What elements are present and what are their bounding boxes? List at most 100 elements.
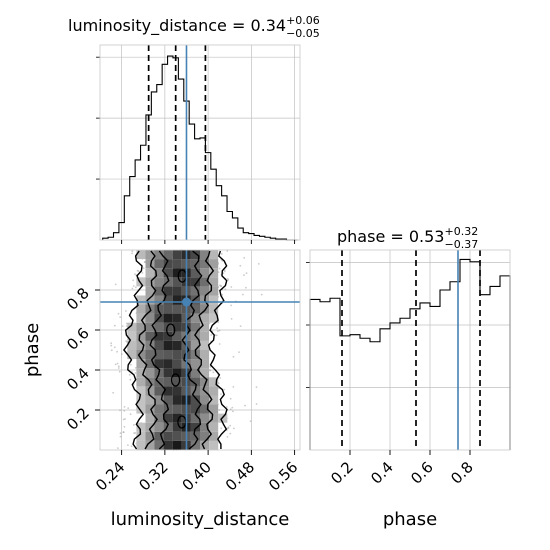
scatter-point <box>113 346 116 349</box>
scatter-point <box>114 363 117 366</box>
density-cell <box>190 359 200 369</box>
scatter-point <box>120 353 123 355</box>
density-cell <box>145 404 155 414</box>
x-tick-label: 0.4 <box>367 458 397 488</box>
scatter-point <box>245 272 248 274</box>
scatter-point <box>142 267 145 270</box>
density-cell <box>154 304 164 314</box>
density-cell <box>163 295 173 305</box>
scatter-point <box>231 406 234 409</box>
density-cell <box>136 277 146 287</box>
scatter-point <box>118 370 121 373</box>
density-cell <box>200 304 210 314</box>
density-cell <box>172 268 182 278</box>
density-cell <box>209 286 219 296</box>
density-cell <box>200 286 210 296</box>
scatter-point <box>245 286 247 289</box>
density-cell <box>127 340 137 350</box>
density-cell <box>145 250 155 260</box>
scatter-point <box>112 391 115 394</box>
density-cell <box>209 277 219 287</box>
density-cell <box>154 322 164 332</box>
scatter-point <box>255 386 258 388</box>
density-cell <box>209 268 219 278</box>
scatter-point <box>232 355 235 358</box>
density-cell <box>190 313 200 323</box>
y-tick-label: 0.8 <box>63 284 93 314</box>
scatter-point <box>122 418 125 421</box>
scatter-point <box>229 432 232 435</box>
density-cell <box>209 304 219 314</box>
density-cell <box>127 331 137 341</box>
density-cell <box>209 395 219 405</box>
scatter-point <box>132 285 135 287</box>
density-cell <box>136 422 146 432</box>
density-cell <box>163 359 173 369</box>
density-cell <box>200 340 210 350</box>
density-cell <box>163 340 173 350</box>
density-cell <box>154 413 164 423</box>
density-cell <box>154 404 164 414</box>
density-cell <box>200 377 210 387</box>
density-cell <box>145 277 155 287</box>
scatter-point <box>125 325 128 327</box>
density-cell <box>163 395 173 405</box>
density-cell <box>136 386 146 396</box>
scatter-point <box>220 427 223 430</box>
density-cell <box>200 422 210 432</box>
scatter-point <box>226 436 229 438</box>
scatter-point <box>223 388 226 391</box>
density-cell <box>163 322 173 332</box>
panel-joint-luminosity-distance-phase <box>99 249 301 451</box>
density-cell <box>190 340 200 350</box>
density-cell <box>209 404 219 414</box>
density-cell <box>190 368 200 378</box>
density-cell <box>145 395 155 405</box>
density-cell <box>154 340 164 350</box>
scatter-point <box>232 386 235 388</box>
density-cell <box>154 295 164 305</box>
density-cell <box>145 286 155 296</box>
density-cell <box>163 386 173 396</box>
hist1-title: luminosity_distance = 0.34+0.06 −0.05 <box>68 14 320 40</box>
density-cell <box>154 422 164 432</box>
density-cell <box>200 331 210 341</box>
panel-hist-luminosity-distance <box>99 44 301 241</box>
density-cell <box>163 431 173 441</box>
density-cell <box>209 295 219 305</box>
x-tick-label: 0.2 <box>327 458 357 488</box>
scatter-point <box>230 318 233 320</box>
scatter-point <box>227 279 230 281</box>
density-cell <box>172 295 182 305</box>
density-cell <box>200 313 210 323</box>
density-cell <box>136 313 146 323</box>
density-cell <box>136 377 146 387</box>
scatter-point <box>131 287 134 290</box>
contour-line <box>149 250 170 450</box>
scatter-point <box>229 408 232 411</box>
tick-labels: 0.24 0.32 0.40 0.48 0.56 0.2 0.4 0.6 0.8 0.2 0.4 0.… <box>63 240 477 494</box>
scatter-point <box>117 447 119 449</box>
density-cell <box>163 377 173 387</box>
density-cell <box>209 250 219 260</box>
scatter-point <box>218 267 221 270</box>
density-cell <box>209 313 219 323</box>
scatter-point <box>113 324 116 327</box>
contour-line <box>137 250 158 450</box>
density-cell <box>154 259 164 269</box>
scatter-point <box>110 344 113 347</box>
density-cell <box>172 440 182 450</box>
density-cell <box>190 404 200 414</box>
histogram-luminosity-distance <box>102 55 298 241</box>
density-cell <box>136 340 146 350</box>
scatter-point <box>229 424 232 427</box>
density-cell <box>154 350 164 360</box>
density-cell <box>172 368 182 378</box>
scatter-point <box>239 264 242 267</box>
density-cell <box>136 359 146 369</box>
density-cell <box>145 331 155 341</box>
scatter-point <box>110 349 113 352</box>
density-cell <box>154 431 164 441</box>
scatter-point <box>230 286 233 288</box>
density-cell <box>163 368 173 378</box>
